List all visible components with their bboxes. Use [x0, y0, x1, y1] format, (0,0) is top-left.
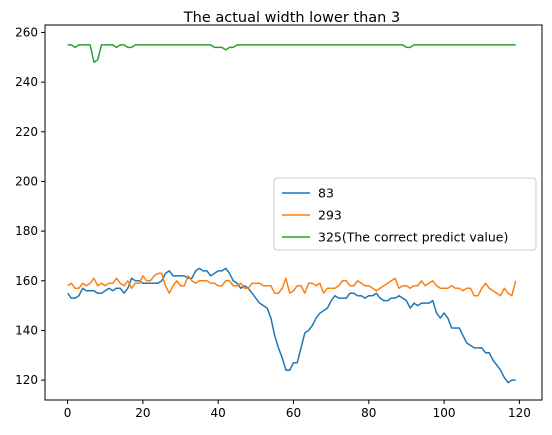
- legend-label: 293: [318, 208, 342, 223]
- x-tick-label: 60: [286, 406, 301, 420]
- series-line-1: [66, 267, 516, 384]
- y-tick-label: 180: [15, 224, 38, 238]
- y-tick-label: 120: [15, 373, 38, 387]
- series-line-3: [67, 44, 516, 63]
- y-tick-label: 140: [15, 323, 38, 337]
- x-tick-label: 100: [433, 406, 456, 420]
- series-lines: [66, 44, 517, 384]
- y-tick-label: 220: [15, 125, 38, 139]
- y-tick-label: 240: [15, 75, 38, 89]
- legend-label: 325(The correct predict value): [318, 230, 508, 245]
- series-line-2: [67, 272, 517, 297]
- x-tick-label: 80: [361, 406, 376, 420]
- x-axis: 0 20 40 60 80 100 120: [64, 400, 531, 420]
- x-tick-label: 40: [211, 406, 226, 420]
- x-tick-label: 20: [135, 406, 150, 420]
- legend-box: [273, 177, 537, 251]
- legend-label: 83: [318, 186, 334, 201]
- legend: 83 293 325(The correct predict value): [273, 177, 537, 251]
- chart-title: The actual width lower than 3: [183, 10, 400, 26]
- y-axis: 120 140 160 180 200 220 240 260: [15, 25, 45, 387]
- x-tick-label: 120: [508, 406, 531, 420]
- y-tick-label: 160: [15, 274, 38, 288]
- x-tick-label: 0: [64, 406, 72, 420]
- y-tick-label: 200: [15, 174, 38, 188]
- y-tick-label: 260: [15, 25, 38, 39]
